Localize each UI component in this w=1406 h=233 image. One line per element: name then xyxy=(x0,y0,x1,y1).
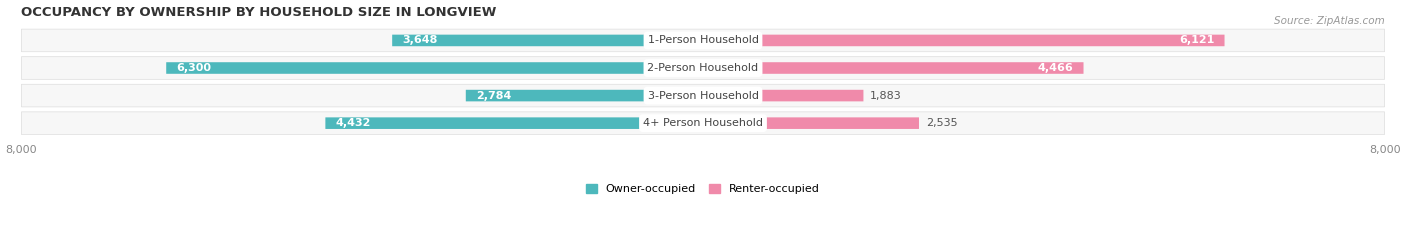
Text: 2,535: 2,535 xyxy=(925,118,957,128)
Text: 4+ Person Household: 4+ Person Household xyxy=(643,118,763,128)
FancyBboxPatch shape xyxy=(21,84,1385,107)
Text: OCCUPANCY BY OWNERSHIP BY HOUSEHOLD SIZE IN LONGVIEW: OCCUPANCY BY OWNERSHIP BY HOUSEHOLD SIZE… xyxy=(21,6,496,19)
Legend: Owner-occupied, Renter-occupied: Owner-occupied, Renter-occupied xyxy=(586,184,820,194)
Text: 2-Person Household: 2-Person Household xyxy=(647,63,759,73)
Text: 4,432: 4,432 xyxy=(336,118,371,128)
Text: 3,648: 3,648 xyxy=(402,35,437,45)
Text: Source: ZipAtlas.com: Source: ZipAtlas.com xyxy=(1274,16,1385,26)
Text: 1-Person Household: 1-Person Household xyxy=(648,35,758,45)
Text: 1,883: 1,883 xyxy=(870,91,903,101)
Text: 3-Person Household: 3-Person Household xyxy=(648,91,758,101)
FancyBboxPatch shape xyxy=(703,35,1225,46)
FancyBboxPatch shape xyxy=(21,57,1385,79)
FancyBboxPatch shape xyxy=(325,117,703,129)
FancyBboxPatch shape xyxy=(703,62,1084,74)
FancyBboxPatch shape xyxy=(465,90,703,101)
FancyBboxPatch shape xyxy=(703,117,920,129)
Text: 6,121: 6,121 xyxy=(1180,35,1215,45)
Text: 2,784: 2,784 xyxy=(477,91,512,101)
FancyBboxPatch shape xyxy=(21,112,1385,134)
FancyBboxPatch shape xyxy=(703,90,863,101)
FancyBboxPatch shape xyxy=(166,62,703,74)
Text: 6,300: 6,300 xyxy=(176,63,211,73)
Text: 4,466: 4,466 xyxy=(1038,63,1073,73)
FancyBboxPatch shape xyxy=(21,29,1385,52)
FancyBboxPatch shape xyxy=(392,35,703,46)
